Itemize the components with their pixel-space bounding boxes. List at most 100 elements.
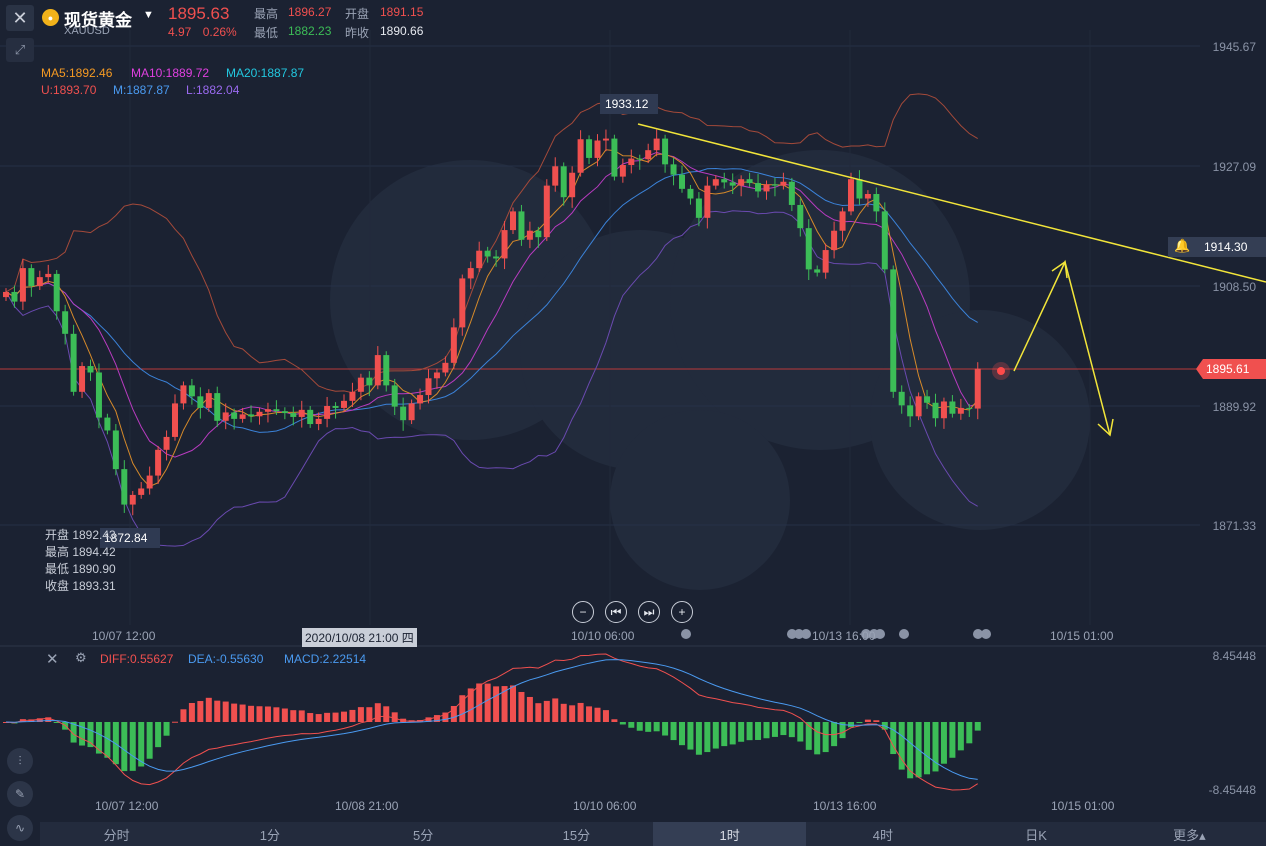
tab-1min[interactable]: 1分 [259, 827, 280, 843]
candle-body [619, 165, 626, 177]
candle [797, 198, 804, 237]
macd-bar [45, 717, 52, 722]
macd-bar [155, 722, 162, 748]
candle-body [636, 158, 643, 160]
macd-dea-line [5, 659, 978, 780]
macd-bar [332, 712, 339, 722]
macd-bar [670, 722, 677, 741]
ma5-legend[interactable]: MA5:1892.46 [41, 66, 113, 80]
instrument-title[interactable]: 现货黄金 [64, 11, 132, 30]
close-icon[interactable]: ✕ [6, 5, 34, 31]
macd-bar [594, 707, 601, 722]
bollinger-bands [5, 93, 978, 547]
scroll-start-button[interactable]: ⏮ [605, 601, 627, 623]
macd-y-top: 8.45448 [1212, 649, 1256, 663]
candle [87, 359, 94, 381]
macd-bar [628, 722, 635, 728]
price-change: 4.97 0.26% [168, 25, 237, 39]
macd-bar [290, 710, 297, 722]
boll-upper-legend[interactable]: U:1893.70 [41, 83, 97, 97]
boll-mid-legend[interactable]: M:1887.87 [113, 83, 170, 97]
macd-dea-legend: DEA:-0.55630 [188, 652, 264, 666]
candle-body [957, 407, 964, 414]
candle [433, 368, 440, 389]
candle-body [197, 396, 204, 408]
candle-body [501, 230, 508, 259]
indicator-icon[interactable]: ∿ [7, 815, 33, 841]
ohlc-low: 最低 1890.90 [45, 562, 116, 576]
scroll-end-button[interactable]: ⏭ [638, 601, 660, 623]
event-markers[interactable] [681, 629, 991, 639]
tab-4hour[interactable]: 4时 [872, 827, 893, 843]
candle [222, 403, 229, 430]
macd-bar [112, 722, 119, 765]
macd-bar [940, 722, 947, 764]
settings-icon[interactable]: ⚙ [75, 650, 87, 665]
ma10-legend[interactable]: MA10:1889.72 [131, 66, 210, 80]
tab-daily[interactable]: 日K [1025, 827, 1047, 843]
candlestick-series [3, 129, 981, 516]
candle-body [121, 469, 128, 505]
alert-price-tag[interactable]: 1914.30 [1204, 240, 1248, 254]
candle [442, 356, 449, 377]
candle [814, 265, 821, 277]
zoom-in-button[interactable]: + [671, 601, 693, 623]
trend-line[interactable] [637, 123, 1266, 283]
macd-bar [121, 722, 128, 772]
low-value: 1882.23 [288, 24, 332, 38]
expand-arrows-icon[interactable]: ⤢ [6, 38, 34, 62]
macd-bar [79, 722, 86, 746]
macd-x-tick: 10/13 16:00 [813, 799, 877, 813]
candle [450, 318, 457, 369]
boll-lower-legend[interactable]: L:1882.04 [186, 83, 240, 97]
bell-icon[interactable]: 🔔 [1174, 238, 1191, 253]
candle [729, 173, 736, 195]
candle-body [155, 449, 162, 476]
candle-body [662, 138, 669, 165]
candle [231, 408, 238, 430]
macd-bar [95, 722, 102, 754]
macd-bar [543, 700, 550, 722]
tab-15min[interactable]: 15分 [562, 827, 591, 843]
macd-bar [104, 722, 111, 758]
candle [560, 162, 567, 206]
candle-body [848, 179, 854, 212]
candle [400, 397, 407, 431]
instrument-symbol: XAUUSD [64, 25, 110, 37]
tab-more[interactable]: 更多▴ [1173, 827, 1206, 843]
draw-tool-icon[interactable]: ✎ [7, 781, 33, 807]
macd-bar [501, 686, 508, 722]
chevron-down-icon[interactable]: ▼ [143, 9, 154, 21]
candle [670, 157, 677, 186]
candle [248, 405, 255, 423]
candle [645, 143, 652, 164]
tab-time-share[interactable]: 分时 [103, 827, 130, 843]
candle-body [949, 401, 956, 414]
macd-bar [746, 722, 753, 741]
candle-body [940, 401, 947, 419]
last-price: 1895.63 [168, 4, 230, 23]
candle-body [205, 393, 212, 408]
candle-body [831, 230, 838, 251]
candle [949, 395, 956, 418]
tab-5min[interactable]: 5分 [413, 827, 434, 843]
candle [298, 400, 305, 428]
candle [28, 264, 35, 297]
zoom-out-button[interactable]: − [572, 601, 594, 623]
macd-bar [459, 695, 466, 722]
candle-body [11, 291, 18, 302]
candle-body [907, 405, 914, 417]
high-value: 1896.27 [288, 5, 332, 19]
y-tick: 1871.33 [1212, 519, 1256, 533]
tab-1hour[interactable]: 1时 [653, 822, 807, 846]
ohlc-panel: 开盘 1892.43 最高 1894.42 最低 1890.90 收盘 1893… [45, 527, 116, 595]
candle-style-icon[interactable]: ⫶ [7, 748, 33, 774]
y-tick: 1889.92 [1212, 400, 1256, 414]
macd-bar [763, 722, 770, 739]
open-label: 开盘 [345, 7, 370, 21]
ma20-legend[interactable]: MA20:1887.87 [226, 66, 305, 80]
candle [3, 288, 9, 301]
close-indicator-icon[interactable]: ✕ [46, 651, 59, 668]
macd-bar [949, 722, 956, 758]
